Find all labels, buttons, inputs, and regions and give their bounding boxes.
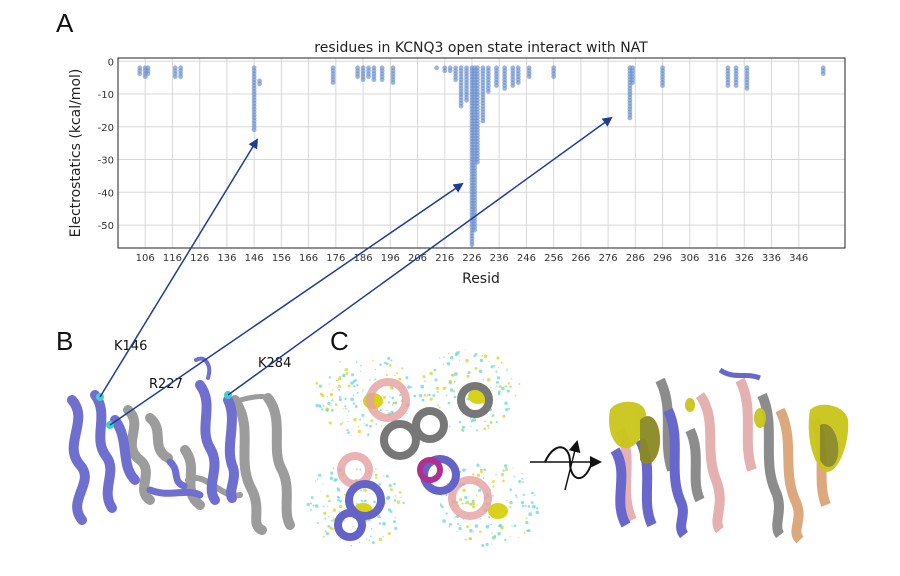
y-axis-label: Electrostatics (kcal/mol) <box>68 69 84 238</box>
y-tick-label: -20 <box>98 123 114 134</box>
data-point <box>630 80 636 85</box>
y-tick-label: 0 <box>108 57 114 68</box>
panel-letter-a: A <box>56 8 74 38</box>
data-point <box>744 86 750 91</box>
data-point <box>480 118 486 124</box>
x-tick-label: 116 <box>163 253 182 264</box>
data-point <box>475 159 480 165</box>
data-point <box>453 77 459 83</box>
x-tick-label: 336 <box>762 253 781 264</box>
data-point <box>178 74 184 80</box>
data-point <box>172 74 178 80</box>
data-point <box>725 83 731 88</box>
data-point <box>257 81 262 87</box>
x-tick-label: 216 <box>435 253 454 264</box>
x-tick-label: 186 <box>354 253 373 264</box>
data-point <box>355 74 361 80</box>
x-tick-label: 286 <box>626 253 645 264</box>
x-tick-label: 316 <box>707 253 726 264</box>
arrow-k146 <box>99 138 259 398</box>
plot-frame <box>117 57 846 249</box>
x-axis-label: Resid <box>462 271 500 287</box>
data-point <box>447 68 453 74</box>
y-tick-label: -30 <box>98 156 114 167</box>
data-point <box>510 83 516 88</box>
data-point <box>526 74 532 80</box>
x-tick-labels: 1061161261361461561661761861962062162262… <box>136 253 809 264</box>
x-tick-label: 236 <box>490 253 509 264</box>
x-tick-label: 276 <box>599 253 618 264</box>
y-tick-labels: 0 -10 -20 -30 -40 -50 <box>98 57 114 232</box>
structure-c-side-view <box>609 367 849 544</box>
data-point <box>145 71 151 77</box>
x-tick-label: 126 <box>190 253 209 264</box>
data-point <box>494 83 499 88</box>
y-tick-label: -40 <box>98 188 114 199</box>
x-tick-label: 226 <box>462 253 481 264</box>
x-tick-label: 306 <box>680 253 699 264</box>
data-point <box>442 68 448 74</box>
x-tick-label: 166 <box>299 253 318 264</box>
x-tick-label: 346 <box>789 253 808 264</box>
data-point <box>551 74 557 80</box>
arrow-r227 <box>109 182 464 426</box>
chart-grid <box>118 58 845 248</box>
data-point <box>137 71 143 77</box>
x-tick-label: 246 <box>517 253 536 264</box>
electrostatics-scatter-chart: 1061161261361461561661761861962062162262… <box>68 40 846 287</box>
x-tick-label: 136 <box>217 253 236 264</box>
data-point <box>458 103 464 109</box>
data-point <box>434 65 439 71</box>
data-point <box>251 127 257 133</box>
y-tick-label: -50 <box>98 221 114 232</box>
x-tick-label: 256 <box>544 253 563 264</box>
rotation-arrow-icon <box>530 440 602 491</box>
data-point <box>366 74 371 80</box>
x-tick-label: 326 <box>735 253 754 264</box>
panel-letter-c: C <box>330 326 349 356</box>
x-tick-label: 176 <box>326 253 345 264</box>
data-point <box>820 71 826 77</box>
data-point <box>469 242 475 248</box>
data-point <box>502 86 508 91</box>
data-point <box>733 83 739 88</box>
data-point <box>660 83 665 88</box>
y-tick-label: -10 <box>98 90 114 101</box>
data-point <box>472 227 478 233</box>
data-point <box>371 77 377 83</box>
label-k284: K284 <box>258 356 291 371</box>
x-tick-label: 146 <box>245 253 264 264</box>
data-point <box>330 80 336 85</box>
arrow-k284 <box>227 116 613 396</box>
x-tick-label: 106 <box>136 253 155 264</box>
data-point <box>390 80 396 85</box>
panel-letter-b: B <box>56 326 74 356</box>
structure-c-top-view <box>306 349 540 548</box>
data-point <box>627 115 633 121</box>
chart-title: residues in KCNQ3 open state interact wi… <box>314 40 648 56</box>
x-tick-label: 196 <box>381 253 400 264</box>
data-point <box>360 77 366 83</box>
data-point <box>464 97 469 103</box>
structure-b <box>67 356 295 535</box>
x-tick-label: 266 <box>571 253 590 264</box>
x-tick-label: 296 <box>653 253 672 264</box>
data-point <box>515 80 521 85</box>
x-tick-label: 156 <box>272 253 291 264</box>
data-point <box>485 89 491 94</box>
data-points <box>137 65 826 248</box>
data-point <box>379 77 385 83</box>
